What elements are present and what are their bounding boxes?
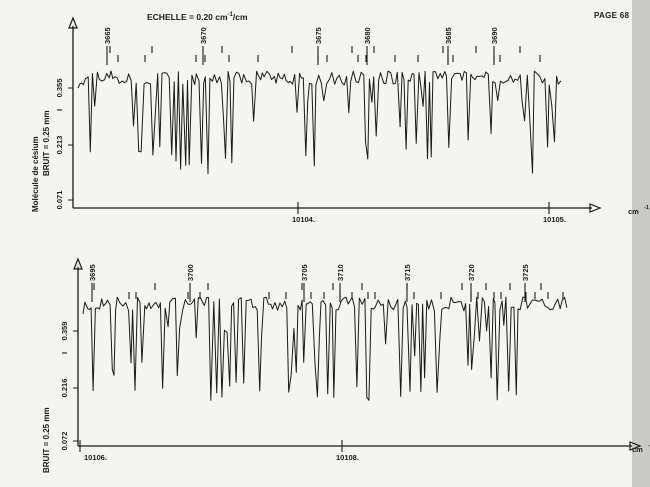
y-axis-arrow-bottom — [73, 257, 83, 270]
x-axis-arrow-bottom — [629, 441, 642, 451]
x-label-10106: 10106. — [84, 453, 107, 462]
line-label-bottom-3705: 3705 — [300, 264, 309, 281]
line-label-top-3680: 3680 — [363, 27, 372, 44]
line-label-bottom-3710: 3710 — [336, 264, 345, 281]
y-tick-label-top-1: 0.213 — [55, 136, 64, 155]
scale-exponent: -1 — [227, 12, 233, 19]
x-label-10104: 10104. — [292, 215, 315, 224]
x-unit-bottom: cm — [632, 445, 643, 454]
y-axis-title-top: I — [55, 109, 64, 111]
scale-label: ECHELLE = 0.20 cm-1/cm — [147, 12, 248, 22]
line-label-bottom-3725: 3725 — [521, 264, 530, 281]
scale-prefix: ECHELLE = 0.20 cm — [147, 12, 228, 22]
page-number: PAGE 68 — [594, 11, 630, 20]
y-axis-arrow-top — [68, 16, 78, 29]
line-label-top-3670: 3670 — [199, 27, 208, 44]
line-label-top-3675: 3675 — [314, 27, 323, 44]
scale-suffix: /cm — [232, 12, 248, 22]
spectrum-trace-bottom — [82, 296, 568, 401]
line-label-top-3685: 3685 — [444, 27, 453, 44]
y-tick-label-top-0: 0.355 — [55, 79, 64, 98]
scan-edge-strip — [632, 0, 650, 487]
line-label-bottom-3695: 3695 — [88, 264, 97, 281]
x-axis-arrow-top — [589, 203, 602, 213]
spectrum-trace-top — [77, 70, 562, 175]
line-label-top-3665: 3665 — [103, 27, 112, 44]
y-tick-label-bottom-1: 0.216 — [60, 379, 69, 398]
y-tick-label-top-2: 0.071 — [55, 191, 64, 210]
line-label-bottom-3700: 3700 — [186, 264, 195, 281]
y-tick-label-bottom-2: 0.072 — [60, 432, 69, 451]
y-axis-title-bottom: I — [60, 352, 69, 354]
x-unit-exp-top: -1 — [644, 205, 649, 211]
line-label-top-3690: 3690 — [490, 27, 499, 44]
x-unit-top: cm — [628, 207, 639, 216]
y-tick-label-bottom-0: 0.359 — [60, 322, 69, 341]
line-label-bottom-3715: 3715 — [403, 264, 412, 281]
x-unit-exp-bottom: -1 — [648, 443, 650, 449]
x-label-10105: 10105. — [543, 215, 566, 224]
x-label-10108: 10108. — [336, 453, 359, 462]
line-label-bottom-3720: 3720 — [467, 264, 476, 281]
